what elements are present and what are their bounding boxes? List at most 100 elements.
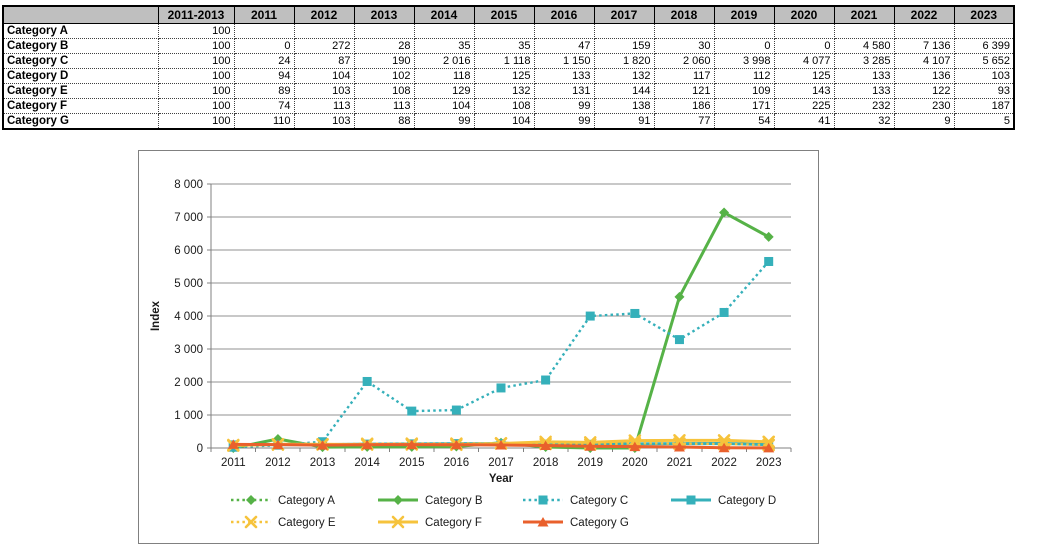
column-header-2017[interactable]: 2017 [593, 5, 655, 24]
table-cell[interactable]: 1 118 [473, 53, 535, 69]
table-cell[interactable] [653, 23, 715, 39]
table-cell[interactable] [833, 23, 895, 39]
table-cell[interactable]: 143 [773, 83, 835, 99]
table-cell[interactable] [353, 23, 415, 39]
row-label[interactable]: Category D [3, 68, 159, 84]
table-cell[interactable]: 100 [157, 68, 235, 84]
legend-label-category-e[interactable]: Category E [278, 517, 336, 529]
table-cell[interactable]: 225 [773, 98, 835, 114]
table-cell[interactable]: 187 [953, 98, 1014, 114]
table-cell[interactable]: 186 [653, 98, 715, 114]
table-cell[interactable]: 103 [293, 83, 355, 99]
table-cell[interactable]: 2 016 [413, 53, 475, 69]
table-cell[interactable]: 0 [233, 38, 295, 54]
column-header-2011-2013[interactable]: 2011-2013 [157, 5, 235, 24]
table-cell[interactable] [533, 23, 595, 39]
table-cell[interactable]: 2 060 [653, 53, 715, 69]
table-cell[interactable]: 171 [713, 98, 775, 114]
column-header-2015[interactable]: 2015 [473, 5, 535, 24]
table-cell[interactable]: 9 [893, 113, 955, 129]
row-label[interactable]: Category A [3, 23, 159, 39]
table-cell[interactable]: 99 [533, 113, 595, 129]
table-cell[interactable]: 100 [157, 23, 235, 39]
column-header-2011[interactable]: 2011 [233, 5, 295, 24]
legend-label-category-f[interactable]: Category F [425, 517, 482, 529]
table-cell[interactable]: 6 399 [953, 38, 1014, 54]
table-cell[interactable]: 122 [893, 83, 955, 99]
table-cell[interactable]: 5 [953, 113, 1014, 129]
table-cell[interactable] [893, 23, 955, 39]
table-cell[interactable]: 272 [293, 38, 355, 54]
column-header-2018[interactable]: 2018 [653, 5, 715, 24]
column-header-2022[interactable]: 2022 [893, 5, 955, 24]
table-cell[interactable]: 109 [713, 83, 775, 99]
table-cell[interactable]: 125 [773, 68, 835, 84]
table-cell[interactable]: 99 [533, 98, 595, 114]
table-cell[interactable]: 103 [293, 113, 355, 129]
table-cell[interactable]: 118 [413, 68, 475, 84]
legend-label-category-b[interactable]: Category B [425, 495, 483, 507]
line-chart-object[interactable]: 0 1 000 2 000 3 000 4 000 5 000 6 000 7 000 8 00… [138, 150, 819, 544]
table-cell[interactable]: 91 [593, 113, 655, 129]
table-cell[interactable]: 129 [413, 83, 475, 99]
column-header-2013[interactable]: 2013 [353, 5, 415, 24]
table-cell[interactable]: 104 [473, 113, 535, 129]
table-cell[interactable]: 138 [593, 98, 655, 114]
table-cell[interactable]: 30 [653, 38, 715, 54]
table-cell[interactable]: 144 [593, 83, 655, 99]
column-header-2016[interactable]: 2016 [533, 5, 595, 24]
table-cell[interactable]: 88 [353, 113, 415, 129]
table-cell[interactable]: 100 [157, 113, 235, 129]
table-cell[interactable]: 117 [653, 68, 715, 84]
table-cell[interactable]: 4 107 [893, 53, 955, 69]
table-cell[interactable]: 47 [533, 38, 595, 54]
table-cell[interactable]: 87 [293, 53, 355, 69]
table-cell[interactable]: 100 [157, 98, 235, 114]
table-cell[interactable] [593, 23, 655, 39]
table-cell[interactable]: 1 150 [533, 53, 595, 69]
table-cell[interactable]: 232 [833, 98, 895, 114]
table-cell[interactable]: 74 [233, 98, 295, 114]
table-cell[interactable]: 108 [353, 83, 415, 99]
row-label[interactable]: Category F [3, 98, 159, 114]
table-cell[interactable]: 3 285 [833, 53, 895, 69]
table-cell[interactable]: 113 [353, 98, 415, 114]
table-cell[interactable]: 100 [157, 38, 235, 54]
table-cell[interactable]: 133 [833, 83, 895, 99]
table-cell[interactable]: 93 [953, 83, 1014, 99]
table-cell[interactable]: 89 [233, 83, 295, 99]
table-cell[interactable]: 230 [893, 98, 955, 114]
row-label[interactable]: Category E [3, 83, 159, 99]
table-cell[interactable]: 136 [893, 68, 955, 84]
table-cell[interactable]: 104 [413, 98, 475, 114]
table-cell[interactable]: 0 [773, 38, 835, 54]
table-cell[interactable] [473, 23, 535, 39]
column-header-blank[interactable] [2, 5, 159, 24]
table-cell[interactable]: 99 [413, 113, 475, 129]
table-cell[interactable]: 5 652 [953, 53, 1014, 69]
table-cell[interactable]: 4 077 [773, 53, 835, 69]
table-cell[interactable]: 54 [713, 113, 775, 129]
row-label[interactable]: Category G [3, 113, 159, 129]
legend-label-category-a[interactable]: Category A [278, 495, 335, 507]
table-cell[interactable]: 35 [413, 38, 475, 54]
column-header-2012[interactable]: 2012 [293, 5, 355, 24]
column-header-2019[interactable]: 2019 [713, 5, 775, 24]
column-header-2020[interactable]: 2020 [773, 5, 835, 24]
row-label[interactable]: Category C [3, 53, 159, 69]
table-cell[interactable]: 0 [713, 38, 775, 54]
table-cell[interactable]: 108 [473, 98, 535, 114]
table-cell[interactable]: 100 [157, 53, 235, 69]
table-cell[interactable]: 133 [833, 68, 895, 84]
table-cell[interactable]: 159 [593, 38, 655, 54]
table-cell[interactable]: 24 [233, 53, 295, 69]
table-cell[interactable]: 3 998 [713, 53, 775, 69]
table-cell[interactable]: 190 [353, 53, 415, 69]
table-cell[interactable] [773, 23, 835, 39]
row-label[interactable]: Category B [3, 38, 159, 54]
table-cell[interactable]: 41 [773, 113, 835, 129]
table-cell[interactable] [293, 23, 355, 39]
column-header-2021[interactable]: 2021 [833, 5, 895, 24]
legend-label-category-d[interactable]: Category D [718, 495, 776, 507]
table-cell[interactable]: 112 [713, 68, 775, 84]
